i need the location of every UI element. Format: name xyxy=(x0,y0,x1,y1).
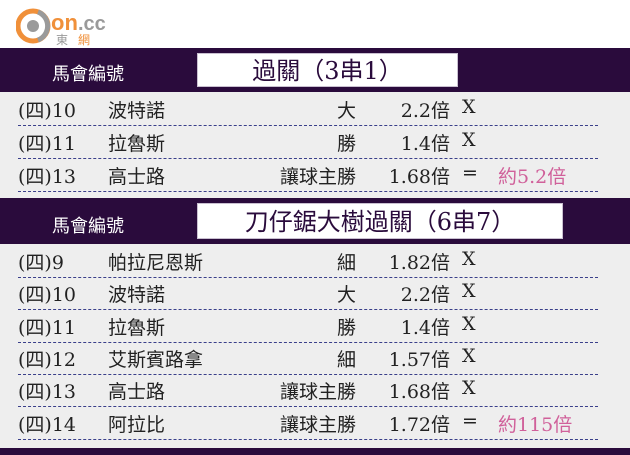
section-2-header: 馬會編號 刀仔鋸大樹過關（6串7） xyxy=(0,198,630,244)
cell-horse: 波特諾 xyxy=(108,100,166,122)
table-row: (四)9 帕拉尼恩斯 細 1.82倍 X xyxy=(18,244,598,278)
cell-mark: = xyxy=(462,162,478,184)
cell-bet: 讓球主勝 xyxy=(279,381,356,404)
section-1-body: (四)10 波特諾 大 2.2倍 X (四)11 拉魯斯 勝 1.4倍 X (四)13 高士路 讓球主勝… xyxy=(0,92,630,198)
cell-race: (四)12 xyxy=(18,348,77,371)
oncc-logo: on .cc 東 網 xyxy=(15,6,116,47)
cell-race: (四)10 xyxy=(18,100,77,122)
cell-mark: X xyxy=(462,280,476,303)
table-row: (四)12 艾斯賓路拿 細 1.57倍 X xyxy=(18,341,598,375)
cell-odds: 1.57倍 xyxy=(388,348,450,371)
cell-bet: 大 xyxy=(336,100,356,122)
section-1-header: 馬會編號 過關（3串1） xyxy=(0,48,630,92)
cell-mark: = xyxy=(462,409,478,432)
cell-horse: 艾斯賓路拿 xyxy=(108,348,204,371)
cell-mark: X xyxy=(462,312,476,335)
cell-horse: 拉魯斯 xyxy=(108,316,166,339)
cell-horse: 高士路 xyxy=(108,166,166,188)
cell-mark: X xyxy=(462,248,476,270)
cell-odds: 1.4倍 xyxy=(400,133,450,155)
table-row: (四)13 高士路 讓球主勝 1.68倍 = 約5.2倍 xyxy=(18,158,598,192)
table-row: (四)10 波特諾 大 2.2倍 X xyxy=(18,92,598,126)
table-row: (四)11 拉魯斯 勝 1.4倍 X xyxy=(18,125,598,159)
cell-horse: 阿拉比 xyxy=(108,413,166,436)
svg-text:.cc: .cc xyxy=(78,13,106,35)
cell-horse: 波特諾 xyxy=(108,284,166,307)
cell-mark: X xyxy=(462,344,476,367)
cell-horse: 拉魯斯 xyxy=(108,133,166,155)
cell-mark: X xyxy=(462,96,476,118)
svg-text:網: 網 xyxy=(78,33,90,46)
header-label: 馬會編號 xyxy=(52,216,124,237)
table-row: (四)13 高士路 讓球主勝 1.68倍 X xyxy=(18,373,598,408)
cell-race: (四)11 xyxy=(18,133,77,155)
cell-odds: 1.82倍 xyxy=(388,252,450,274)
cell-bet: 細 xyxy=(336,252,356,274)
table-row: (四)11 拉魯斯 勝 1.4倍 X xyxy=(18,309,598,343)
cell-result: 約5.2倍 xyxy=(498,166,567,188)
cell-odds: 2.2倍 xyxy=(400,284,450,307)
cell-race: (四)9 xyxy=(18,252,64,274)
cell-odds: 1.68倍 xyxy=(388,166,450,188)
cell-mark: X xyxy=(462,129,476,151)
header-label: 馬會編號 xyxy=(52,64,124,85)
cell-odds: 1.72倍 xyxy=(388,413,450,436)
cell-odds: 1.68倍 xyxy=(388,381,450,404)
cell-bet: 大 xyxy=(336,284,356,307)
cell-bet: 讓球主勝 xyxy=(279,166,356,188)
cell-race: (四)11 xyxy=(18,316,77,339)
cell-race: (四)14 xyxy=(18,413,77,436)
section-2-body: (四)9 帕拉尼恩斯細 1.82倍 X (四)10 波特諾大 2.2倍 X (四)11 拉魯斯勝 1… xyxy=(0,244,630,448)
svg-text:東: 東 xyxy=(56,33,68,46)
cell-odds: 2.2倍 xyxy=(400,100,450,122)
cell-horse: 帕拉尼恩斯 xyxy=(108,252,204,274)
cell-race: (四)10 xyxy=(18,284,77,307)
cell-mark: X xyxy=(462,377,476,400)
bottom-band xyxy=(0,448,630,455)
cell-bet: 勝 xyxy=(336,316,356,339)
cell-race: (四)13 xyxy=(18,166,77,188)
section-title: 刀仔鋸大樹過關（6串7） xyxy=(197,203,563,239)
svg-text:on: on xyxy=(51,10,78,35)
section-title: 過關（3串1） xyxy=(197,53,458,87)
cell-horse: 高士路 xyxy=(108,381,166,404)
cell-bet: 細 xyxy=(336,348,356,371)
cell-bet: 讓球主勝 xyxy=(279,413,356,436)
table-row: (四)14 阿拉比 讓球主勝 1.72倍 = 約115倍 xyxy=(18,406,598,440)
cell-odds: 1.4倍 xyxy=(400,316,450,339)
table-row: (四)10 波特諾 大 2.2倍 X xyxy=(18,276,598,311)
cell-race: (四)13 xyxy=(18,381,77,404)
cell-result: 約115倍 xyxy=(498,413,573,436)
cell-bet: 勝 xyxy=(336,133,356,155)
